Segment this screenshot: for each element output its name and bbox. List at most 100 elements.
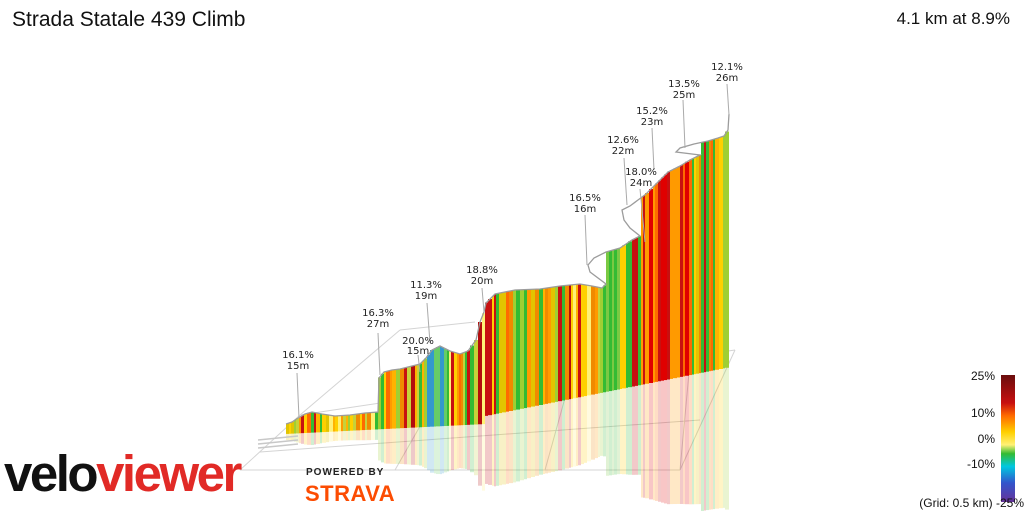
- profile-bar-52: [436, 347, 440, 427]
- profile-bar-116: [628, 241, 632, 388]
- profile-bar-24: [353, 414, 356, 431]
- reflection-bar-121: [643, 384, 645, 498]
- segment-2-gradient: 16.3%: [362, 308, 394, 319]
- profile-bar-88: [545, 288, 548, 404]
- profile-bar-18: [338, 415, 341, 432]
- profile-bar-114: [622, 245, 626, 389]
- profile-bar-11: [316, 413, 320, 433]
- profile-bar-142: [704, 141, 706, 373]
- reflection-bar-96: [571, 398, 573, 468]
- reflection-bar-41: [407, 427, 409, 465]
- profile-bar-59: [454, 352, 457, 426]
- profile-bar-78: [509, 290, 513, 411]
- reflection-bar-25: [356, 430, 360, 441]
- reflection-bar-84: [531, 406, 535, 477]
- reflection-bar-80: [516, 409, 520, 482]
- profile-bar-49: [427, 354, 430, 427]
- reflection-bar-77: [506, 411, 509, 484]
- chart-title: Strada Statale 439 Climb: [12, 8, 246, 31]
- profile-bar-84: [531, 289, 535, 407]
- profile-bar-48: [424, 358, 427, 428]
- reflection-bar-94: [565, 399, 569, 469]
- reflection-bar-149: [723, 368, 725, 508]
- reflection-bar-119: [638, 385, 641, 475]
- reflection-bar-17: [335, 431, 338, 441]
- profile-bar-13: [322, 414, 326, 433]
- reflection-bar-109: [609, 391, 612, 476]
- reflection-bar-126: [658, 381, 661, 502]
- profile-bar-105: [598, 287, 600, 394]
- reflection-bar-116: [628, 387, 632, 475]
- profile-bar-108: [606, 251, 609, 392]
- profile-bar-113: [620, 247, 622, 389]
- segment-3-gradient: 11.3%: [410, 280, 442, 291]
- profile-bar-124: [653, 186, 655, 383]
- profile-bar-103: [591, 286, 595, 395]
- reflection-bar-23: [350, 430, 353, 441]
- grid-note: (Grid: 0.5 km) -25%: [919, 496, 1024, 510]
- profile-bar-107: [603, 285, 606, 393]
- reflection-bar-37: [392, 428, 396, 464]
- reflection-bar-83: [527, 407, 531, 479]
- profile-bar-146: [713, 139, 715, 371]
- reflection-bar-28: [365, 430, 367, 441]
- reflection-bar-88: [545, 403, 548, 474]
- profile-bar-87: [543, 288, 545, 405]
- reflection-bar-52: [436, 426, 440, 475]
- profile-bar-139: [696, 156, 699, 374]
- profile-bar-126: [658, 180, 661, 382]
- reflection-bar-115: [626, 387, 628, 475]
- legend-tick-25: 25%: [971, 369, 995, 383]
- profile-bar-45: [417, 364, 419, 428]
- profile-bar-53: [440, 346, 442, 427]
- reflection-bar-57: [449, 425, 451, 471]
- profile-bar-29: [367, 412, 371, 430]
- segment-7-gradient: 12.6%: [607, 135, 639, 146]
- profile-bar-43: [411, 365, 415, 428]
- profile-bar-60: [457, 353, 459, 426]
- reflection-bar-49: [427, 426, 430, 471]
- reflection-bar-102: [587, 395, 591, 462]
- reflection-bar-54: [442, 426, 444, 474]
- reflection-bar-106: [600, 392, 603, 456]
- segment-9-length: 23m: [641, 117, 663, 128]
- reflection-bar-107: [603, 392, 606, 457]
- reflection-bar-11: [316, 432, 320, 444]
- profile-bar-91: [555, 286, 558, 402]
- segment-8-gradient: 18.0%: [625, 167, 657, 178]
- profile-bar-30: [371, 412, 375, 430]
- profile-bar-6: [301, 415, 304, 434]
- profile-bar-74: [496, 293, 499, 414]
- profile-bar-41: [407, 367, 409, 428]
- profile-bar-110: [612, 250, 614, 391]
- profile-bar-67: [474, 340, 478, 425]
- profile-bar-57: [449, 351, 451, 426]
- reflection-bar-87: [543, 404, 545, 474]
- reflection-bar-64: [465, 425, 467, 469]
- profile-bar-132: [677, 166, 680, 378]
- profile-bar-28: [365, 412, 367, 430]
- reflection-bar-91: [555, 401, 558, 472]
- reflection-bar-101: [584, 396, 587, 463]
- profile-bar-79: [513, 290, 516, 411]
- profile-bar-55: [444, 348, 447, 427]
- reflection-bar-145: [711, 370, 713, 510]
- profile-bar-106: [600, 287, 603, 393]
- reflection-bar-21: [346, 430, 348, 441]
- segment-6-length: 16m: [574, 204, 596, 215]
- profile-bar-89: [548, 287, 551, 404]
- reflection-bar-59: [454, 425, 457, 470]
- reflection-bar-16: [333, 431, 335, 442]
- profile-bar-138: [694, 157, 696, 375]
- profile-bar-72: [492, 296, 494, 415]
- segment-4-gradient: 20.0%: [402, 336, 434, 347]
- profile-bar-1: [289, 422, 291, 434]
- profile-bar-141: [701, 142, 704, 373]
- profile-bar-25: [356, 413, 360, 431]
- profile-bar-131: [673, 168, 677, 379]
- reflection-bar-134: [683, 376, 685, 505]
- profile-bar-128: [664, 174, 667, 381]
- reflection-bar-95: [569, 399, 571, 468]
- profile-bar-122: [645, 193, 649, 384]
